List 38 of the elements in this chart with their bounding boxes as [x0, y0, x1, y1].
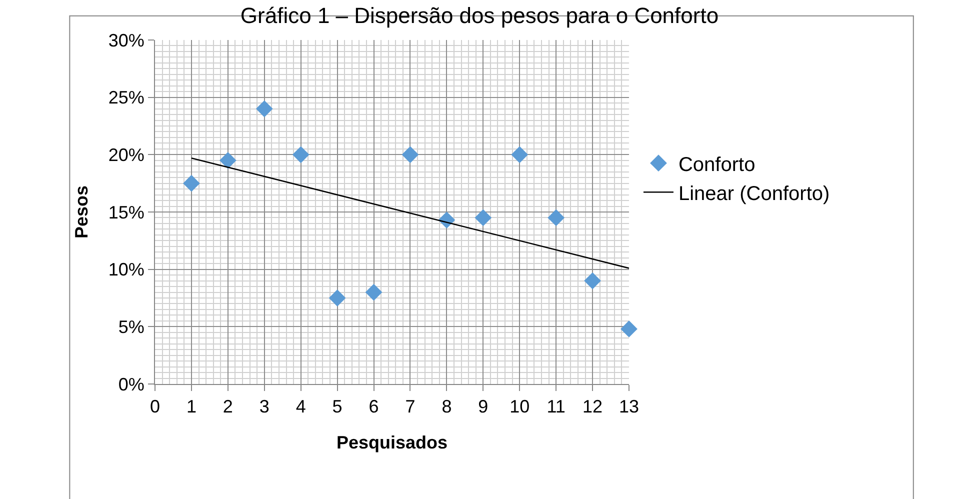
- x-tick-label: 6: [368, 396, 379, 417]
- x-tick-label: 1: [186, 396, 196, 417]
- x-tick-label: 10: [510, 396, 530, 417]
- point: [292, 146, 310, 164]
- point: [548, 209, 565, 226]
- point: [620, 320, 638, 338]
- y-tick-label: 10%: [108, 260, 144, 280]
- point: [584, 272, 601, 290]
- chart-title: Gráfico 1 – Dispersão dos pesos para o Conforto: [240, 2, 719, 28]
- y-tick-label: 30%: [108, 30, 144, 50]
- point: [328, 290, 346, 306]
- x-tick-label: 5: [332, 396, 342, 417]
- x-tick-label: 0: [150, 396, 160, 417]
- y-tick-label: 0%: [118, 374, 144, 394]
- x-tick-label: 12: [582, 396, 603, 417]
- point: [183, 174, 200, 192]
- legend-label: Conforto: [678, 154, 756, 176]
- y-tick-label: 20%: [108, 144, 144, 165]
- x-tick-label: 7: [405, 396, 416, 417]
- legend-label: Linear (Conforto): [678, 182, 830, 205]
- x-tick-label: 8: [442, 396, 452, 417]
- y-tick-label: 15%: [108, 202, 144, 222]
- y-axis-title: Pesos: [72, 185, 92, 239]
- x-axis-title: Pesquisados: [336, 432, 448, 453]
- point: [402, 146, 419, 164]
- y-tick-label: 25%: [108, 88, 144, 108]
- point: [365, 284, 382, 301]
- x-tick-label: 3: [259, 396, 270, 417]
- x-tick-label: 11: [546, 396, 566, 417]
- x-tick-label: 9: [478, 396, 488, 417]
- point: [474, 209, 492, 226]
- x-tick-label: 4: [296, 396, 306, 417]
- x-tick-label: 2: [222, 396, 233, 417]
- x-tick-label: 13: [618, 396, 640, 417]
- point: [256, 100, 273, 118]
- point: [219, 152, 236, 169]
- point: [511, 146, 528, 164]
- y-tick-label: 5%: [118, 316, 144, 337]
